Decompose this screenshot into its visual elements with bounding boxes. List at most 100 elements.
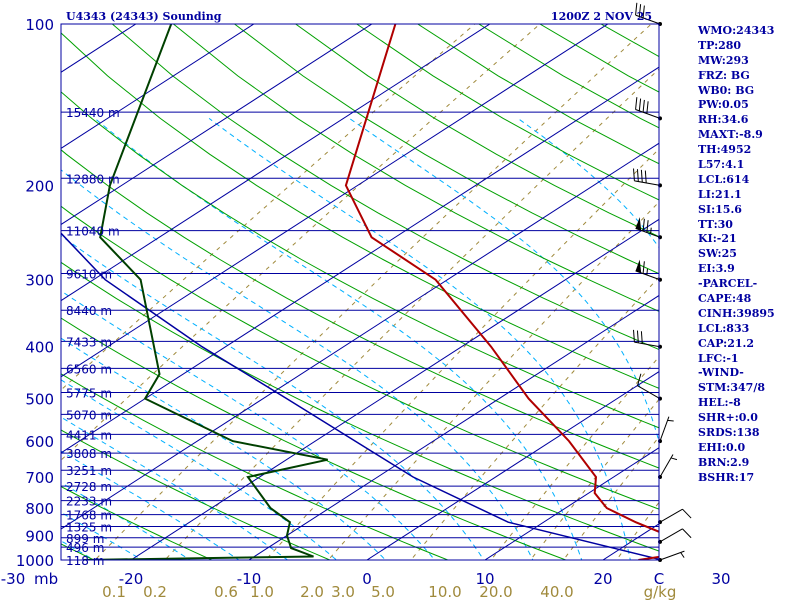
wind-barb-feather xyxy=(644,170,647,183)
isotherm-line xyxy=(130,218,659,560)
isotherm-line xyxy=(61,24,373,226)
mixing-ratio-label: 0.6 xyxy=(214,583,238,600)
stat-item: STM:347/8 xyxy=(698,381,765,395)
wind-barb-staff xyxy=(659,550,685,561)
dewpoint-trace xyxy=(83,24,328,560)
moist-adiabat-line xyxy=(61,235,485,560)
mixing-ratio-lines xyxy=(61,24,659,560)
wind-barb-feather xyxy=(635,97,638,110)
wind-barb-staff xyxy=(659,508,683,523)
wind-barb-feather xyxy=(640,169,643,183)
wind-barb xyxy=(635,217,662,240)
stat-item: CAP:21.2 xyxy=(698,336,755,350)
parcel-line xyxy=(61,232,659,560)
stat-item: WB0: BG xyxy=(698,83,755,97)
dry-adiabat-line xyxy=(61,373,450,560)
pressure-label: 200 xyxy=(25,177,54,195)
height-label: 5775 m xyxy=(66,387,112,401)
mixing-ratio-label: 1.0 xyxy=(250,583,274,600)
mixing-ratio-line xyxy=(490,356,659,560)
temperature-tick-label: -10 xyxy=(237,570,262,588)
height-label: 2728 m xyxy=(66,480,112,494)
isotherm-line xyxy=(61,66,659,454)
wind-barb-feather xyxy=(636,169,639,182)
dry-adiabat-line xyxy=(111,24,659,351)
mixing-ratio-label: 2.0 xyxy=(300,583,324,600)
mixing-ratio-label: 3.0 xyxy=(331,583,355,600)
mixing-ratio-label: 20.0 xyxy=(479,583,512,600)
wind-barb-feather xyxy=(633,329,635,343)
stat-item: L57:4.1 xyxy=(698,158,745,172)
temperature-tick-label: C xyxy=(654,570,664,588)
mixing-ratio-line xyxy=(164,68,659,560)
dewpoint-line xyxy=(83,24,328,560)
wind-barb-feather xyxy=(633,168,635,181)
dry-adiabat-line xyxy=(61,205,659,510)
stat-item: LFC:-1 xyxy=(698,351,739,365)
mixing-ratio-label: 10.0 xyxy=(428,583,461,600)
stat-item: -PARCEL- xyxy=(698,277,758,291)
wind-barb xyxy=(658,550,685,562)
temperature-tick-label: 10 xyxy=(475,570,494,588)
pressure-label: 600 xyxy=(25,433,54,451)
stat-item: FRZ: BG xyxy=(698,68,750,82)
dry-adiabat-line xyxy=(61,261,659,552)
wind-barb-staff xyxy=(635,109,661,119)
stat-item: TP:280 xyxy=(698,38,742,52)
wind-barb-half-feather xyxy=(680,552,685,558)
wind-barb-staff xyxy=(659,528,683,543)
mixing-ratio-label: 0.1 xyxy=(102,583,126,600)
wind-barb-feather xyxy=(682,508,692,519)
mixing-ratio-label: 5.0 xyxy=(371,583,395,600)
stat-item: CINH:39895 xyxy=(698,306,775,320)
height-label: 3808 m xyxy=(66,447,112,461)
wind-barb xyxy=(658,454,678,479)
wind-barbs xyxy=(633,2,692,562)
moist-adiabat-line xyxy=(208,117,631,560)
wind-barb-staff xyxy=(637,385,661,400)
isobars xyxy=(61,111,659,561)
mixing-ratio-line xyxy=(94,24,652,560)
dry-adiabat-line xyxy=(173,24,659,312)
pressure-label: 400 xyxy=(25,339,54,357)
height-label: 5070 m xyxy=(66,408,112,422)
height-label: 4411 m xyxy=(66,428,112,442)
wind-barb xyxy=(635,2,662,26)
isotherm-line xyxy=(248,294,659,560)
moist-adiabat-line xyxy=(61,482,192,560)
moist-adiabat-line xyxy=(61,379,338,560)
height-label: 12880 m xyxy=(66,172,120,186)
wind-barb-feather xyxy=(646,220,649,233)
moist-adiabat-line xyxy=(61,169,534,560)
mixing-ratio-line xyxy=(265,148,659,560)
wind-barb-feather xyxy=(682,528,692,539)
temperature-tick-label: -20 xyxy=(119,570,144,588)
stat-item: BSHR:17 xyxy=(698,470,755,484)
wind-barb xyxy=(658,416,674,444)
stat-item: WMO:24343 xyxy=(698,24,775,37)
sounding-title: U4343 (24343) Sounding xyxy=(66,10,222,23)
mixing-ratio-line xyxy=(61,24,541,461)
wind-barb-flag xyxy=(635,217,642,231)
stat-item: KI:-21 xyxy=(698,232,737,246)
mixing-ratio-line xyxy=(615,501,659,560)
dry-adiabat-line xyxy=(61,91,659,429)
moist-adiabat-line xyxy=(0,118,19,571)
mixing-ratio-label: 0.2 xyxy=(143,583,167,600)
isotherm-line xyxy=(61,142,659,530)
moist-adiabat-line xyxy=(61,450,240,560)
wind-barb-staff xyxy=(634,341,661,348)
dry-adiabat-line xyxy=(61,317,568,560)
wind-barb xyxy=(633,168,662,188)
pressure-label: 100 xyxy=(25,16,54,34)
height-label: 7433 m xyxy=(66,335,112,349)
wind-barb-staff xyxy=(659,416,670,442)
wind-barb-flag xyxy=(635,259,642,273)
wind-barb-half-feather xyxy=(646,268,648,276)
wind-barb-feather xyxy=(638,98,642,111)
dry-adiabat-line xyxy=(61,429,332,560)
height-label: 11040 m xyxy=(66,225,120,239)
isotherm-line xyxy=(484,447,659,560)
wind-barb-feather xyxy=(635,2,638,16)
mixing-ratio-label: g/kg xyxy=(644,583,677,600)
